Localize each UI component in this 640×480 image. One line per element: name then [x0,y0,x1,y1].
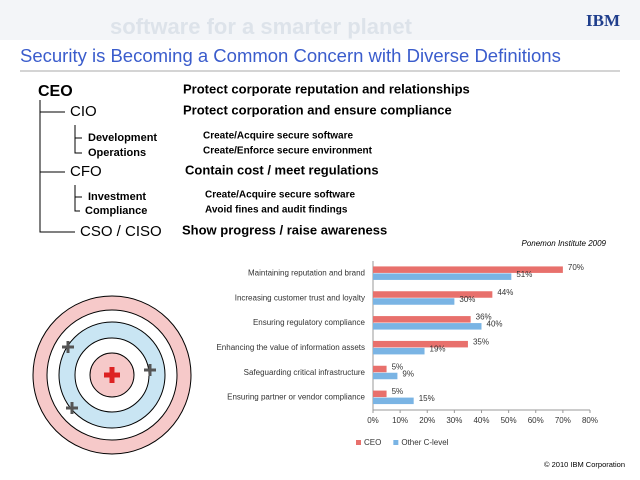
legend-swatch [356,440,361,445]
role: CSO / CISO [80,223,162,240]
data-label: 19% [430,345,446,354]
legend-label: Other C-level [401,438,448,447]
concern: Protect corporation and ensure complianc… [183,102,452,117]
x-tick-label: 40% [473,416,489,425]
source: Ponemon Institute 2009 [521,239,606,248]
concern: Contain cost / meet regulations [185,162,379,177]
bar [373,298,455,305]
y-tick-label: Maintaining reputation and brand [248,269,365,278]
data-label: 51% [516,270,532,279]
banner-text: software for a smarter planet [110,14,413,39]
bar [373,316,471,323]
role: CIO [70,103,97,120]
x-tick-label: 60% [528,416,544,425]
slide-title: Security is Becoming a Common Concern wi… [20,45,561,66]
subrole: Compliance [85,205,147,217]
subrole: Investment [88,191,146,203]
role: CFO [70,163,102,180]
bar [373,273,512,280]
role: CEO [38,83,73,100]
legend-label: CEO [364,438,381,447]
data-label: 36% [476,313,492,322]
data-label: 30% [459,295,475,304]
data-label: 35% [473,338,489,347]
x-tick-label: 30% [446,416,462,425]
bar [373,340,468,348]
bar [373,390,387,398]
bar-chart: 0% 10% 20% 30% 40% 50% 60% 70% 80% Maintaining re… [216,261,598,447]
bar [373,365,387,373]
logo: IBM [586,11,620,30]
x-tick-label: 0% [367,416,379,425]
y-tick-label: Increasing customer trust and loyalty [235,293,365,302]
subconcern: Avoid fines and audit findings [205,205,348,216]
x-tick-label: 80% [582,416,598,425]
bar [373,291,493,298]
center-icon [104,367,120,383]
subconcern: Create/Acquire secure software [205,190,356,201]
footer: © 2010 IBM Corporation [544,460,625,469]
threat-icons [62,341,156,414]
x-tick-label: 20% [419,416,435,425]
data-label: 70% [568,263,584,272]
bar [373,372,398,380]
bar [373,323,482,330]
y-tick-label: Enhancing the value of information asset… [216,343,365,352]
bar [373,266,563,273]
subrole: Operations [88,147,146,159]
x-tick-label: 10% [392,416,408,425]
x-tick-label: 50% [501,416,517,425]
data-label: 5% [392,387,404,396]
y-tick-label: Ensuring regulatory compliance [253,318,366,327]
concern: Show progress / raise awareness [182,222,387,237]
y-tick-label: Safeguarding critical infrastructure [244,368,366,377]
target-graphic [32,295,192,455]
data-label: 40% [487,320,503,329]
data-label: 15% [419,394,435,403]
bar [373,347,425,355]
concern: Protect corporate reputation and relatio… [183,81,470,96]
bar [373,397,414,405]
subconcern: Create/Acquire secure software [203,131,354,142]
banner-bg [0,0,640,40]
subrole: Development [88,132,157,144]
legend-swatch [393,440,399,445]
x-tick-label: 70% [555,416,571,425]
data-label: 9% [402,369,414,378]
y-tick-label: Ensuring partner or vendor compliance [227,393,365,402]
tree-lines [39,100,82,233]
subconcern: Create/Enforce secure environment [203,146,373,157]
org-tree: CEO Protect corporate reputation and rel… [38,81,470,240]
data-label: 44% [497,288,513,297]
data-label: 5% [392,362,404,371]
